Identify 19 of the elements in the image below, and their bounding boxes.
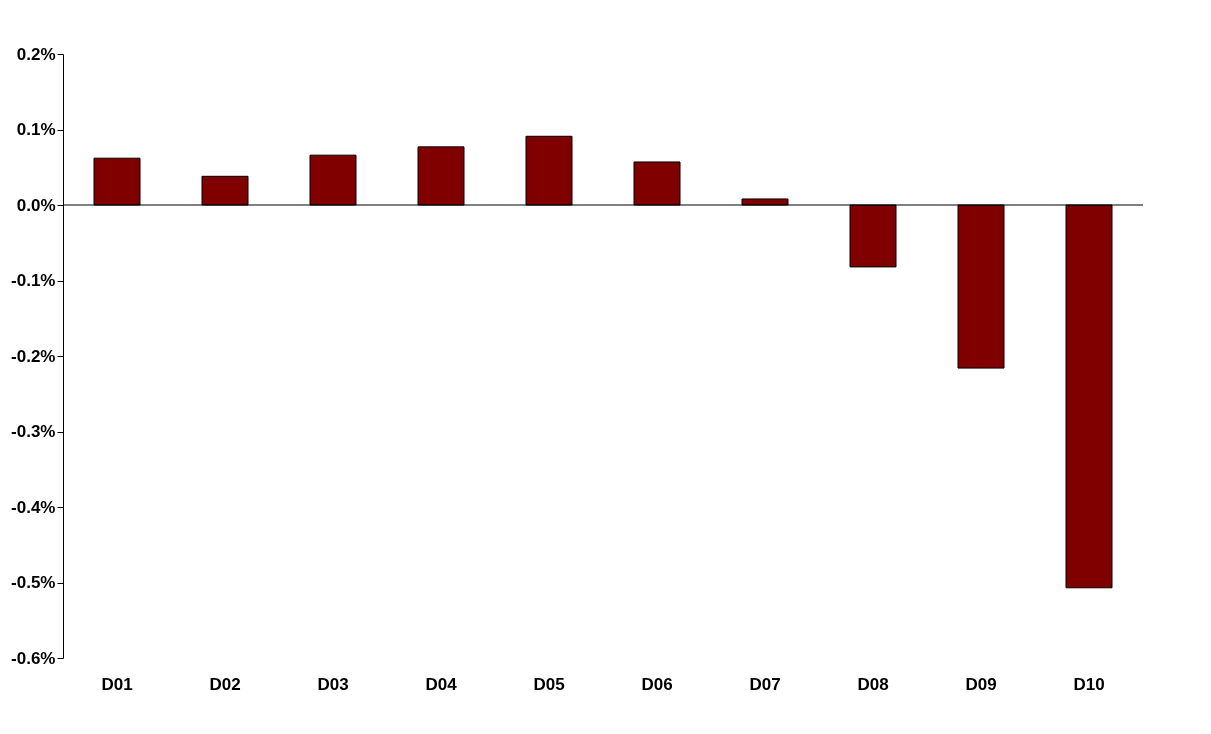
y-tick-label: -0.6% (11, 648, 56, 668)
y-tick-label: -0.1% (11, 271, 56, 290)
x-tick-label: D04 (425, 674, 458, 694)
x-tick-label: D01 (101, 674, 133, 694)
x-tick-label: D10 (1073, 674, 1105, 694)
x-tick-label: D07 (749, 674, 781, 694)
x-tick-label: D09 (965, 674, 997, 694)
y-tick-label: -0.3% (11, 422, 56, 441)
x-tick-label: D02 (209, 674, 241, 694)
x-tick-label: D08 (857, 674, 889, 694)
x-tick-label: D03 (317, 674, 349, 694)
y-tick-label: 0.1% (16, 120, 56, 139)
y-tick-label: 0.2% (16, 44, 56, 64)
y-tick-label: -0.5% (11, 573, 56, 592)
y-tick-label: -0.2% (11, 346, 56, 366)
x-tick-label: D05 (533, 674, 565, 694)
y-tick-label: 0.0% (16, 195, 56, 215)
x-tick-label: D06 (641, 674, 673, 694)
y-tick-label: -0.4% (11, 497, 56, 517)
